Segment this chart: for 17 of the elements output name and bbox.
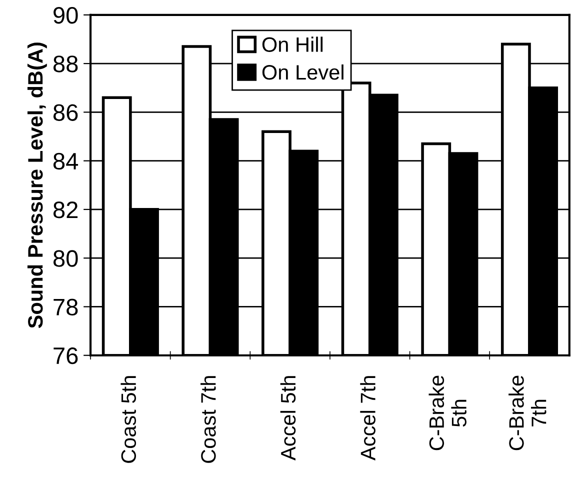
y-tick-label: 80	[53, 250, 78, 267]
y-axis-title: Sound Pressure Level, dB(A)	[27, 42, 47, 328]
x-tick-label: Coast 5th	[120, 376, 136, 463]
y-tick-label: 88	[53, 56, 78, 72]
x-tick-label: C-Brake 5th	[428, 376, 466, 450]
legend-label: On Hill	[262, 36, 323, 52]
x-tick-label: Accel 5th	[280, 376, 296, 460]
y-tick-label: 82	[53, 202, 78, 218]
y-tick-label: 90	[54, 6, 78, 24]
y-tick-label: 84	[53, 152, 78, 170]
y-tick-label: 76	[54, 347, 78, 364]
legend-label: On Level	[262, 64, 344, 80]
y-tick-label: 78	[54, 298, 78, 316]
y-tick-label: 86	[53, 104, 78, 121]
x-tick-label: C-Brake 7th	[508, 376, 546, 450]
x-tick-label: Coast 7th	[200, 376, 216, 463]
x-tick-label: Accel 7th	[360, 376, 376, 460]
